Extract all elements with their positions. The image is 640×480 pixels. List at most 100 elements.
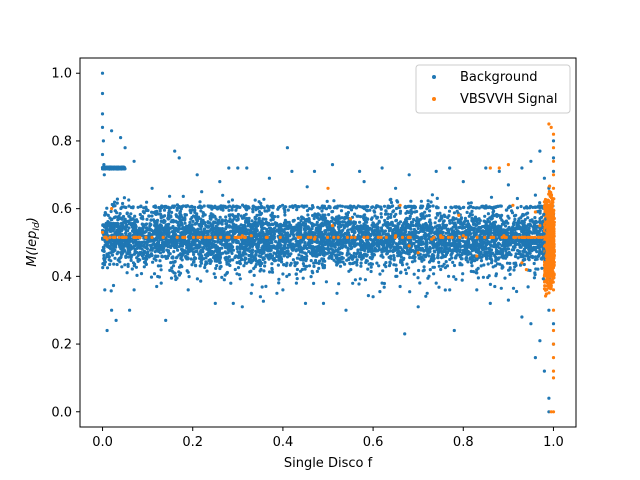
background-point [482,219,486,223]
background-point [202,204,206,208]
background-point [492,243,496,247]
background-point [160,204,164,208]
background-point [500,218,504,222]
background-point [122,220,126,224]
background-point [449,205,453,209]
background-point [331,209,335,214]
background-point [139,205,143,209]
background-point [487,246,491,250]
background-point [115,262,119,267]
background-point [407,266,411,270]
background-point [275,251,279,255]
background-point [246,224,250,228]
background-point [429,222,433,226]
background-point [173,245,177,250]
background-point [322,204,327,208]
background-point [327,213,331,217]
background-point [375,216,379,220]
background-point [172,250,176,254]
background-point [177,225,181,230]
background-point [278,204,282,209]
background-point [278,242,282,246]
background-point [147,214,151,218]
background-point [174,256,179,260]
background-point [518,252,523,256]
background-point [110,166,114,170]
background-point [263,264,267,268]
background-point [506,214,510,218]
background-point [251,210,255,214]
background-point [110,217,114,221]
background-point [124,231,128,235]
background-point [317,217,321,221]
background-point [452,211,456,215]
background-point [127,214,131,218]
background-point [215,264,219,268]
background-point [315,220,319,224]
background-point [232,223,236,227]
background-point [340,229,344,233]
background-point [218,215,222,219]
background-point [357,229,361,233]
background-point [457,205,461,209]
background-point [383,218,387,223]
background-point [535,250,539,254]
background-point [352,229,357,233]
background-point [262,197,266,201]
background-point [461,239,465,243]
background-point [183,216,187,220]
background-point [303,228,307,232]
background-point [193,222,197,226]
background-point [291,205,295,210]
background-point [437,219,441,223]
background-point [303,241,307,245]
background-point [515,206,520,210]
points-layer [100,71,556,414]
background-point [193,205,197,209]
background-point [227,231,231,236]
background-point [506,238,511,242]
background-point [531,225,535,229]
background-point [404,205,408,210]
background-point [220,246,224,250]
background-point [216,205,220,209]
background-point [325,199,329,203]
background-point [398,209,403,213]
background-point [223,245,228,250]
background-point [192,252,196,257]
background-point [443,225,447,229]
background-point [528,206,532,210]
background-point [198,204,203,208]
background-point [429,200,433,204]
plot-area [100,71,556,414]
background-point [369,269,373,274]
background-point [348,206,352,210]
background-point [166,249,170,253]
background-point [407,239,411,243]
background-point [105,230,109,235]
background-point [210,206,214,210]
background-point [190,215,194,220]
background-point [380,239,384,243]
background-point [431,204,435,208]
background-point [278,222,283,226]
background-point [312,264,316,268]
background-point [502,229,506,233]
background-point [381,245,385,249]
background-point [291,237,295,241]
background-point [513,217,517,221]
background-point [171,256,175,260]
background-point [262,206,266,210]
background-point [176,215,180,219]
background-point [199,227,203,231]
background-point [148,224,152,228]
background-point [314,223,319,227]
background-point [386,216,390,220]
background-point [230,198,234,202]
background-point [279,227,283,231]
background-point [443,266,447,270]
background-point [375,261,379,265]
background-point [285,231,290,235]
background-point [188,205,192,209]
background-point [449,232,453,236]
